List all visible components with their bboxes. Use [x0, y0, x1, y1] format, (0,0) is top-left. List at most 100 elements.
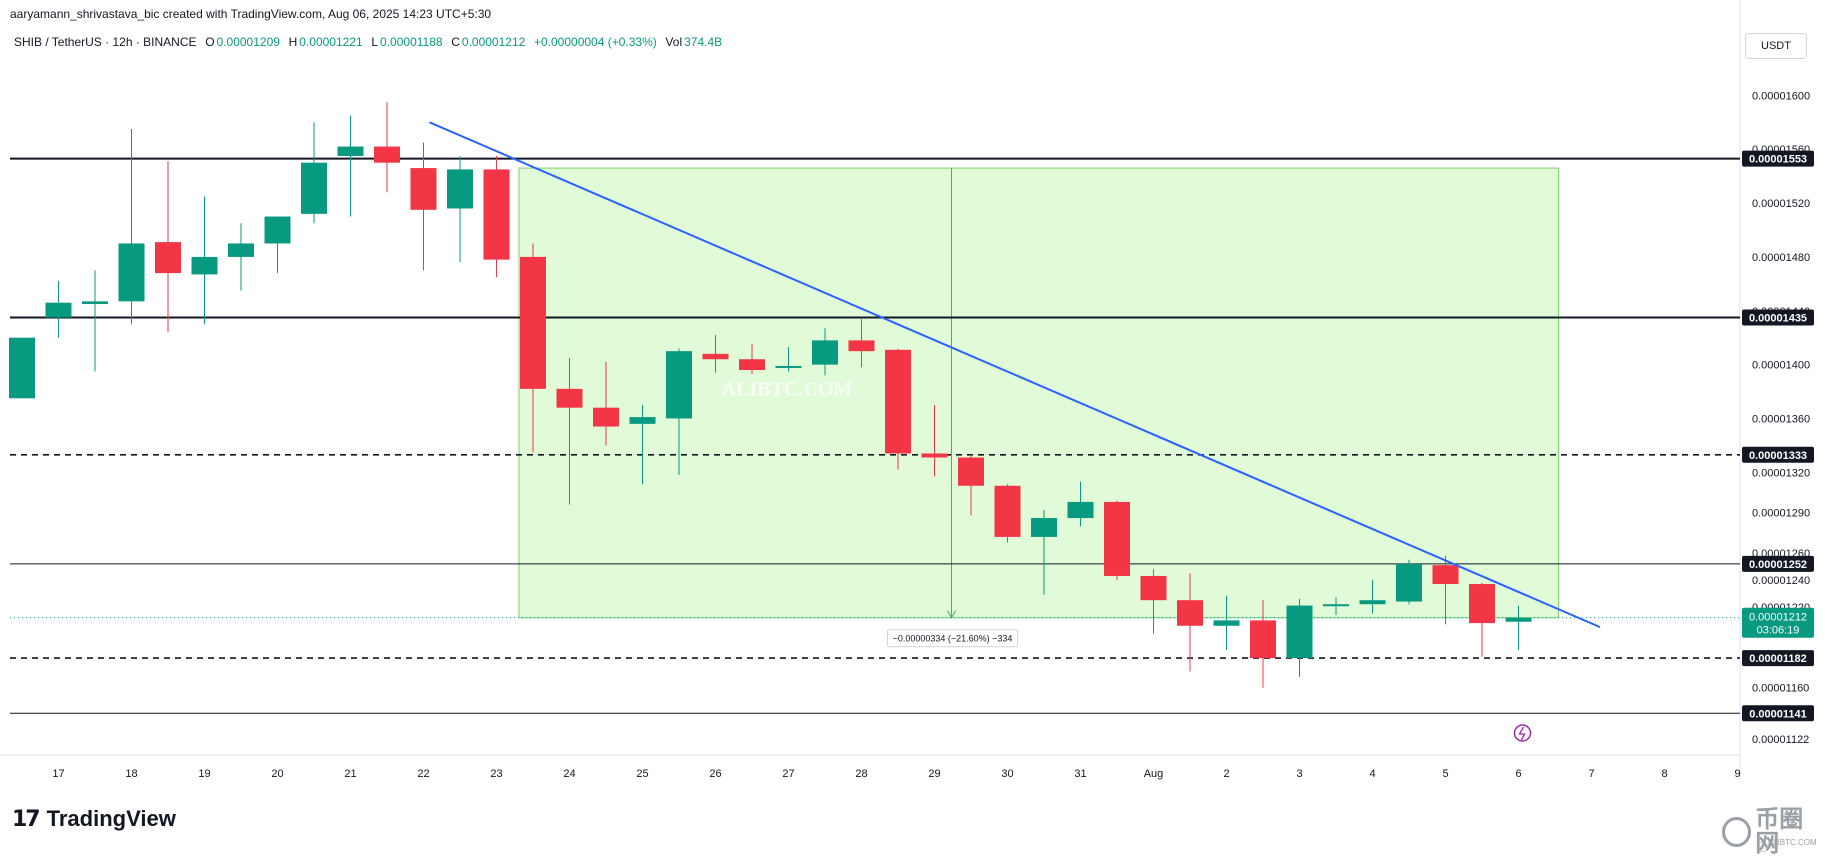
candle-body-7: [264, 216, 291, 244]
candle-body-37: [1359, 600, 1386, 605]
candle-body-32: [1177, 600, 1203, 626]
candle-body-39: [1432, 565, 1459, 585]
candle-body-1: [45, 302, 72, 318]
candle-body-19: [702, 353, 729, 360]
time-tick-1: 18: [125, 768, 137, 780]
candle-body-36: [1323, 604, 1349, 607]
candle-body-34: [1250, 620, 1276, 659]
level-tag-2: [1742, 446, 1814, 463]
level-label-1: 0.00001435: [1749, 313, 1807, 325]
level-label-3: 0.00001252: [1749, 559, 1807, 571]
level-label-4: 0.00001182: [1749, 653, 1807, 665]
low-value: 0.00001188: [380, 35, 443, 49]
candle-body-5: [191, 256, 218, 275]
volume-label: Vol: [665, 35, 683, 49]
candle-body-0: [9, 337, 35, 399]
time-tick-11: 28: [855, 768, 867, 780]
time-tick-2: 19: [198, 768, 210, 780]
high-label: H: [288, 35, 298, 49]
candle-body-25: [921, 453, 948, 458]
level-tag-3: [1742, 555, 1814, 572]
chart-caption: aaryamann_shrivastava_bic created with T…: [10, 7, 492, 21]
candle-body-6: [228, 243, 254, 257]
symbol-name[interactable]: SHIB / TetherUS · 12h · BINANCE: [14, 35, 197, 49]
tradingview-logo-icon: 17: [12, 806, 41, 832]
price-tick-7: 0.00001320: [1752, 467, 1810, 479]
level-label-5: 0.00001141: [1749, 708, 1807, 720]
time-tick-21: 7: [1588, 768, 1594, 780]
volume-value: 374.4B: [684, 35, 723, 49]
candle-body-14: [520, 256, 546, 389]
candle-body-41: [1505, 617, 1532, 622]
candle-body-35: [1286, 605, 1313, 659]
candle-body-9: [337, 146, 364, 156]
level-tag-4: [1742, 650, 1814, 667]
price-tick-2: 0.00001520: [1752, 198, 1810, 210]
symbol-legend: SHIB / TetherUS · 12h · BINANCE O 0.00001…: [14, 35, 724, 49]
time-tick-0: 17: [52, 768, 64, 780]
candle-body-22: [812, 340, 838, 365]
level-label-0: 0.00001553: [1749, 154, 1807, 166]
close-value: 0.00001212: [461, 35, 526, 49]
candle-body-29: [1067, 501, 1094, 519]
candle-body-3: [118, 243, 145, 302]
candle-body-8: [301, 162, 327, 214]
time-tick-16: 2: [1223, 768, 1229, 780]
flash-icon-bolt: [1518, 726, 1526, 741]
price-tick-6: 0.00001360: [1752, 413, 1810, 425]
price-tick-10: 0.00001240: [1752, 575, 1810, 587]
price-tick-4: 0.00001440: [1752, 306, 1810, 318]
time-tick-7: 24: [563, 768, 575, 780]
candle-body-17: [629, 417, 656, 424]
candle-body-21: [775, 365, 802, 368]
time-tick-17: 3: [1296, 768, 1302, 780]
current-price-tag: [1742, 607, 1814, 638]
price-tick-9: 0.00001260: [1752, 548, 1810, 560]
tradingview-logo[interactable]: 17 TradingView: [12, 806, 176, 832]
level-tag-1: [1742, 309, 1814, 326]
candle-body-15: [556, 388, 583, 408]
candle-body-30: [1104, 501, 1130, 576]
candle-body-20: [739, 359, 765, 370]
time-tick-20: 6: [1515, 768, 1521, 780]
tradingview-logo-text: TradingView: [46, 806, 176, 831]
price-tick-3: 0.00001480: [1752, 252, 1810, 264]
change-value: +0.00000004 (+0.33%): [533, 35, 657, 49]
candle-body-4: [155, 242, 181, 274]
candle-body-11: [410, 168, 437, 210]
time-tick-5: 22: [417, 768, 429, 780]
time-tick-22: 8: [1661, 768, 1667, 780]
watermark-text: 币圈网: [1755, 806, 1804, 857]
time-tick-12: 29: [928, 768, 940, 780]
currency-unit-button[interactable]: USDT: [1745, 33, 1807, 59]
price-tick-0: 0.00001600: [1752, 90, 1810, 102]
current-price-label: 0.00001212: [1749, 612, 1807, 624]
close-label: C: [451, 35, 460, 49]
measure-label: −0.00000334 (−21.60%) −334: [893, 634, 1013, 644]
price-chart[interactable]: −0.00000334 (−21.60%) −334 ALIBTC.COM 0.00…: [0, 0, 1825, 800]
candle-body-13: [483, 169, 510, 260]
candle-body-12: [447, 169, 473, 209]
price-tick-12: 0.00001160: [1752, 683, 1809, 695]
candle-body-18: [666, 351, 692, 419]
candle-body-10: [374, 146, 400, 163]
candle-body-38: [1396, 563, 1422, 602]
trendline: [429, 121, 1601, 629]
candle-body-27: [994, 485, 1021, 537]
level-tag-5: [1742, 705, 1814, 722]
candle-body-28: [1031, 518, 1057, 537]
time-tick-8: 25: [636, 768, 648, 780]
candle-body-23: [848, 340, 875, 352]
price-tick-13: 0.00001122: [1752, 734, 1809, 746]
candle-body-33: [1213, 620, 1240, 626]
level-tag-0: [1742, 150, 1814, 167]
time-tick-14: 31: [1074, 768, 1086, 780]
measure-arrow-head: [947, 610, 956, 619]
time-tick-10: 27: [782, 768, 794, 780]
chart-watermark: ALIBTC.COM: [722, 379, 853, 401]
candle-body-31: [1140, 575, 1167, 601]
low-label: L: [371, 35, 379, 49]
time-tick-19: 5: [1442, 768, 1448, 780]
watermark-subtext: — ALIBTC.COM —: [1758, 838, 1817, 856]
price-tick-8: 0.00001290: [1752, 508, 1810, 520]
